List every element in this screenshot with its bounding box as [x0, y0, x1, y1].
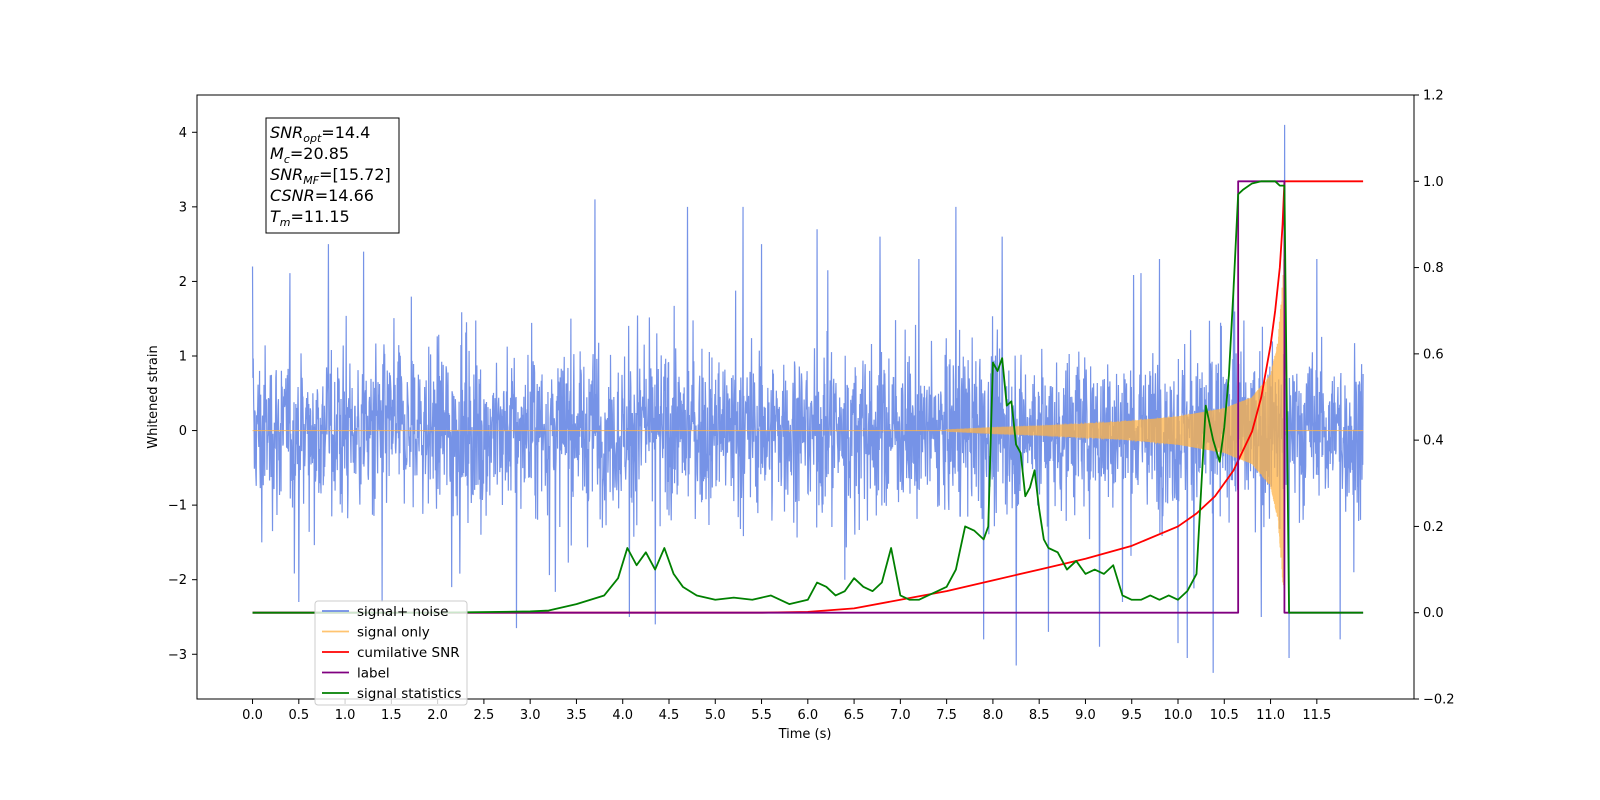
- annotation-line: SNRMF=[15.72]: [270, 165, 391, 187]
- y2-tick-label: 0.8: [1423, 261, 1444, 276]
- legend: signal+ noise signal only cumilative SNR la…: [314, 600, 468, 706]
- legend-label: signal+ noise: [357, 604, 448, 620]
- series-cumilative-snr: [252, 180, 1364, 614]
- y-tick-label: 3: [179, 200, 187, 215]
- y2-tick-label: 0.6: [1423, 347, 1444, 362]
- x-tick-label: 8.5: [1029, 708, 1050, 723]
- y-tick-label: 0: [179, 424, 187, 439]
- y-tick-label: −1: [168, 499, 187, 514]
- y-tick-label: 2: [179, 275, 187, 290]
- annotation-line: SNRopt=14.4: [270, 123, 370, 145]
- series-layer: [251, 124, 1364, 673]
- annotation-box: SNRopt=14.4Mc=20.85SNRMF=[15.72]CSNR=14.…: [265, 117, 400, 234]
- series-signal-only: [252, 254, 1364, 589]
- x-axis-label: Time (s): [778, 727, 832, 742]
- x-tick-label: 2.0: [427, 708, 448, 723]
- y2-tick-label: −0.2: [1423, 693, 1455, 708]
- x-tick-label: 7.0: [890, 708, 911, 723]
- plot-area: [251, 124, 1364, 673]
- y-tick-label: 4: [179, 126, 187, 141]
- series-signal-statistics: [252, 180, 1364, 614]
- annotation-line: CSNR=14.66: [270, 186, 374, 205]
- annotation-line: Tm=11.15: [270, 207, 350, 229]
- y-tick-label: −2: [168, 573, 187, 588]
- y2-tick-label: 1.0: [1423, 175, 1444, 190]
- legend-label: cumilative SNR: [357, 645, 460, 661]
- y-axis-left: 4 3 2 1 0 −1 −2 −3: [168, 126, 197, 663]
- legend-frame: [314, 600, 468, 706]
- x-tick-label: 3.5: [566, 708, 587, 723]
- x-tick-label: 7.5: [936, 708, 957, 723]
- x-tick-label: 10.0: [1164, 708, 1193, 723]
- x-tick-label: 3.0: [520, 708, 541, 723]
- legend-label: label: [357, 665, 390, 681]
- x-tick-label: 11.0: [1256, 708, 1285, 723]
- plot-frame: [196, 94, 1415, 700]
- x-tick-label: 4.0: [612, 708, 633, 723]
- y-axis-right: 1.2 1.0 0.8 0.6 0.4 0.2 0.0 −0.2: [1414, 89, 1455, 708]
- x-tick-label: 1.0: [335, 708, 356, 723]
- y2-tick-label: 0.2: [1423, 520, 1444, 535]
- x-tick-label: 5.0: [705, 708, 726, 723]
- y-tick-label: 1: [179, 349, 187, 364]
- y2-tick-label: 1.2: [1423, 89, 1444, 104]
- x-tick-label: 5.5: [751, 708, 772, 723]
- y-axis-label: Whitened strain: [146, 345, 161, 448]
- x-tick-label: 0.0: [242, 708, 263, 723]
- series-signal-noise: [251, 124, 1364, 673]
- annotation-frame: [265, 117, 400, 234]
- x-tick-label: 10.5: [1210, 708, 1239, 723]
- x-tick-label: 0.5: [288, 708, 309, 723]
- x-tick-label: 9.0: [1075, 708, 1096, 723]
- y2-tick-label: 0.4: [1423, 434, 1444, 449]
- legend-label: signal statistics: [357, 686, 461, 702]
- x-tick-label: 8.0: [983, 708, 1004, 723]
- x-tick-label: 9.5: [1121, 708, 1142, 723]
- x-axis: 0.0 0.5 1.0 1.5 2.0 2.5 3.0 3.5 4.0 4.5 5.0 5.5 6.0 6…: [242, 699, 1331, 723]
- x-tick-label: 6.0: [797, 708, 818, 723]
- x-tick-label: 11.5: [1302, 708, 1331, 723]
- annotation-line: Mc=20.85: [270, 144, 349, 166]
- x-tick-label: 1.5: [381, 708, 402, 723]
- legend-label: signal only: [357, 624, 430, 640]
- y2-tick-label: 0.0: [1423, 606, 1444, 621]
- x-tick-label: 4.5: [659, 708, 680, 723]
- x-tick-label: 6.5: [844, 708, 865, 723]
- y-tick-label: −3: [168, 648, 187, 663]
- x-tick-label: 2.5: [474, 708, 495, 723]
